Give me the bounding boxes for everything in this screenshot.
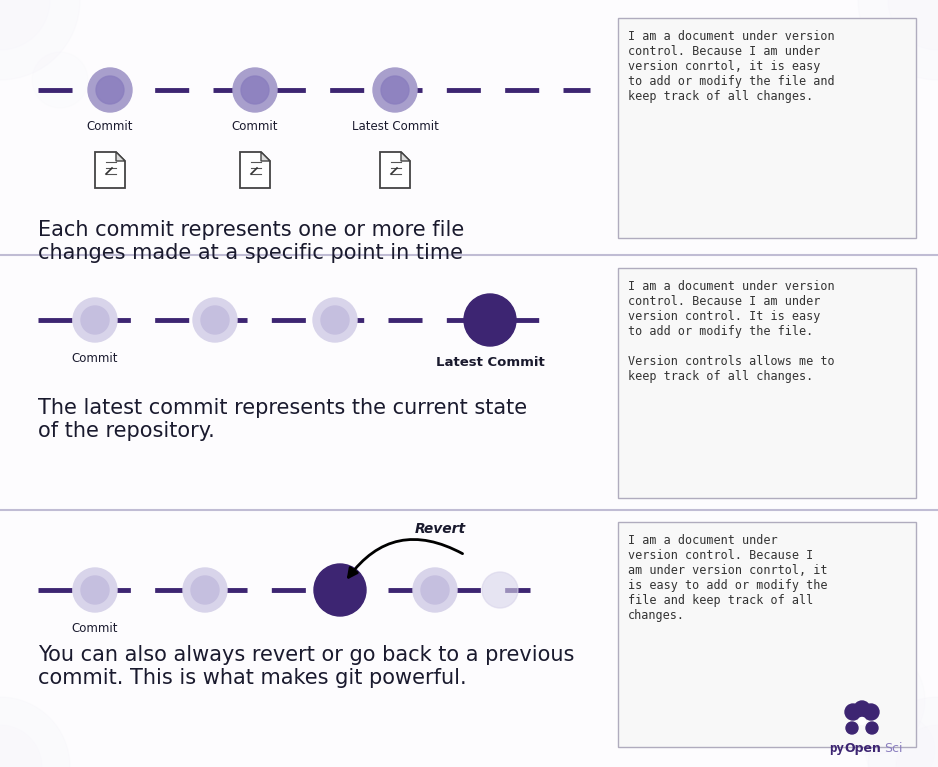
Text: Commit: Commit	[86, 120, 133, 133]
FancyBboxPatch shape	[618, 18, 916, 238]
Circle shape	[464, 294, 516, 346]
Circle shape	[854, 701, 870, 717]
Circle shape	[73, 568, 117, 612]
Circle shape	[0, 0, 80, 80]
Polygon shape	[95, 152, 125, 188]
FancyBboxPatch shape	[618, 522, 916, 747]
Polygon shape	[380, 152, 410, 188]
Circle shape	[96, 76, 124, 104]
Circle shape	[845, 704, 861, 720]
Polygon shape	[261, 152, 270, 161]
Polygon shape	[240, 152, 270, 188]
Circle shape	[193, 298, 237, 342]
Circle shape	[868, 697, 938, 767]
Text: Each commit represents one or more file
changes made at a specific point in time: Each commit represents one or more file …	[38, 220, 464, 263]
Text: You can also always revert or go back to a previous
commit. This is what makes g: You can also always revert or go back to…	[38, 645, 574, 688]
Circle shape	[321, 306, 349, 334]
Circle shape	[313, 298, 357, 342]
Text: py: py	[829, 742, 844, 755]
Polygon shape	[401, 152, 410, 161]
Circle shape	[846, 722, 858, 734]
Circle shape	[373, 68, 417, 112]
Circle shape	[413, 568, 457, 612]
Text: Revert: Revert	[415, 522, 465, 536]
Circle shape	[863, 704, 879, 720]
Circle shape	[896, 725, 938, 767]
Text: Commit: Commit	[232, 120, 279, 133]
Circle shape	[421, 576, 449, 604]
Circle shape	[81, 306, 109, 334]
Circle shape	[32, 52, 88, 108]
Text: I am a document under version
control. Because I am under
version conrtol, it is: I am a document under version control. B…	[628, 30, 835, 103]
Text: I am a document under version
control. Because I am under
version control. It is: I am a document under version control. B…	[628, 280, 835, 383]
Text: Sci: Sci	[884, 742, 902, 755]
Circle shape	[314, 564, 366, 616]
Circle shape	[241, 76, 269, 104]
Circle shape	[0, 0, 50, 50]
Circle shape	[183, 568, 227, 612]
Circle shape	[0, 697, 70, 767]
Circle shape	[865, 715, 935, 767]
Text: Commit: Commit	[71, 352, 118, 365]
Text: I am a document under
version control. Because I
am under version conrtol, it
is: I am a document under version control. B…	[628, 534, 827, 622]
Text: The latest commit represents the current state
of the repository.: The latest commit represents the current…	[38, 398, 527, 441]
Circle shape	[88, 68, 132, 112]
FancyBboxPatch shape	[618, 268, 916, 498]
Circle shape	[858, 717, 866, 725]
Circle shape	[815, 645, 925, 755]
Circle shape	[81, 576, 109, 604]
Text: Open: Open	[844, 742, 881, 755]
Circle shape	[0, 725, 42, 767]
Text: Latest Commit: Latest Commit	[352, 120, 438, 133]
Circle shape	[191, 576, 219, 604]
Circle shape	[73, 298, 117, 342]
Circle shape	[381, 76, 409, 104]
FancyBboxPatch shape	[0, 0, 938, 255]
FancyArrowPatch shape	[348, 539, 462, 578]
Text: Latest Commit: Latest Commit	[435, 356, 544, 369]
Circle shape	[866, 722, 878, 734]
Circle shape	[233, 68, 277, 112]
Circle shape	[201, 306, 229, 334]
Polygon shape	[116, 152, 125, 161]
FancyBboxPatch shape	[0, 255, 938, 510]
Circle shape	[482, 572, 518, 608]
Text: Commit: Commit	[71, 622, 118, 635]
FancyBboxPatch shape	[0, 510, 938, 767]
Circle shape	[858, 0, 938, 80]
Circle shape	[888, 0, 938, 50]
